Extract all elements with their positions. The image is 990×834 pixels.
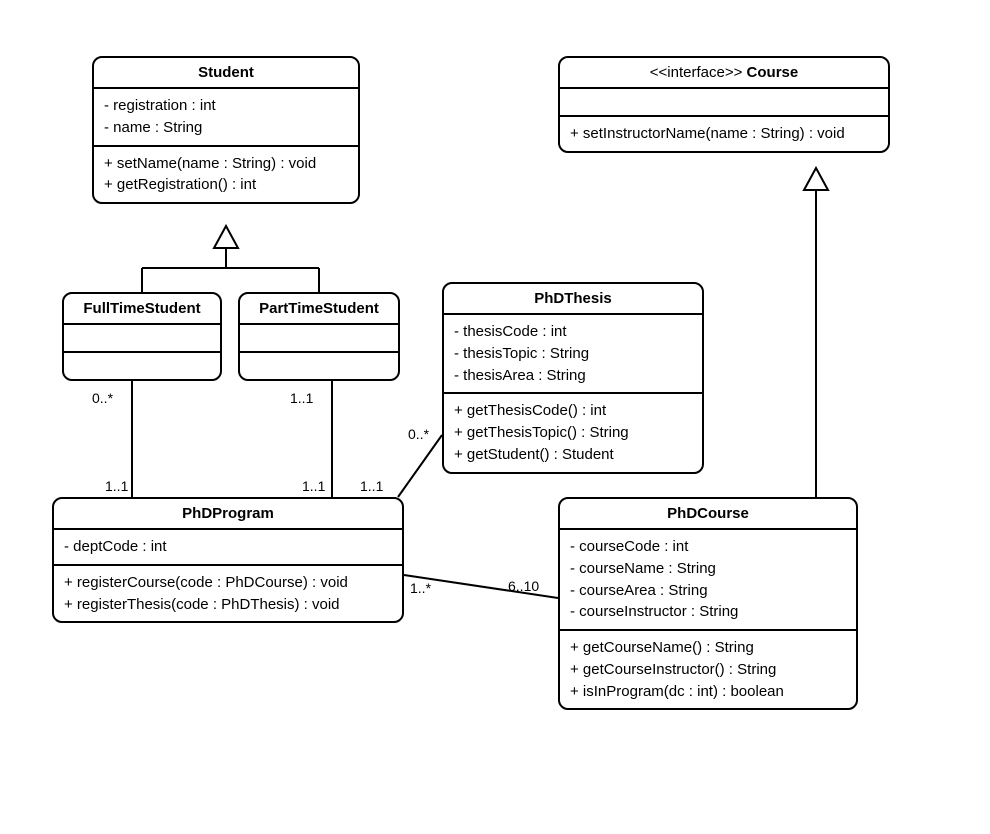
class-phdprogram-name: PhDProgram <box>182 505 274 522</box>
class-fulltimestudent: FullTimeStudent <box>62 292 222 381</box>
class-student-title: Student <box>94 58 358 89</box>
class-fulltime-title: FullTimeStudent <box>64 294 220 325</box>
realize-course-triangle <box>804 168 828 190</box>
op: + isInProgram(dc : int) : boolean <box>570 681 846 703</box>
class-phdcourse-attrs: - courseCode : int - courseName : String… <box>560 530 856 631</box>
attr: - courseCode : int <box>570 536 846 558</box>
op: + getCourseInstructor() : String <box>570 659 846 681</box>
class-student: Student - registration : int - name : St… <box>92 56 360 204</box>
class-phdthesis-attrs: - thesisCode : int - thesisTopic : Strin… <box>444 315 702 394</box>
class-phdcourse-ops: + getCourseName() : String + getCourseIn… <box>560 631 856 708</box>
attr: - courseInstructor : String <box>570 601 846 623</box>
op: + setInstructorName(name : String) : voi… <box>570 123 878 145</box>
class-phdcourse: PhDCourse - courseCode : int - courseNam… <box>558 497 858 710</box>
class-student-name: Student <box>198 64 254 81</box>
class-parttime-attrs <box>240 325 398 353</box>
class-course-name: Course <box>747 64 799 81</box>
mult-pp-pt: 1..1 <box>302 478 325 494</box>
mult-pp-ft: 1..1 <box>105 478 128 494</box>
mult-pp-course: 1..* <box>410 580 431 596</box>
op: + getCourseName() : String <box>570 637 846 659</box>
class-fulltime-ops <box>64 353 220 379</box>
attr: - deptCode : int <box>64 536 392 558</box>
attr: - courseName : String <box>570 558 846 580</box>
class-phdthesis-ops: + getThesisCode() : int + getThesisTopic… <box>444 394 702 471</box>
op: + getRegistration() : int <box>104 174 348 196</box>
class-course-ops: + setInstructorName(name : String) : voi… <box>560 117 888 151</box>
attr: - courseArea : String <box>570 580 846 602</box>
attr: - name : String <box>104 117 348 139</box>
attr: - thesisCode : int <box>454 321 692 343</box>
class-course-title: <<interface>> Course <box>560 58 888 89</box>
class-parttimestudent: PartTimeStudent <box>238 292 400 381</box>
mult-pp-th: 1..1 <box>360 478 383 494</box>
attr: - thesisTopic : String <box>454 343 692 365</box>
attr: - thesisArea : String <box>454 365 692 387</box>
class-course-stereo: <<interface>> <box>650 64 743 81</box>
class-phdprogram-ops: + registerCourse(code : PhDCourse) : voi… <box>54 566 402 622</box>
class-phdthesis-title: PhDThesis <box>444 284 702 315</box>
op: + registerCourse(code : PhDCourse) : voi… <box>64 572 392 594</box>
class-student-attrs: - registration : int - name : String <box>94 89 358 147</box>
class-phdprogram-title: PhDProgram <box>54 499 402 530</box>
mult-fulltime-top: 0..* <box>92 390 113 406</box>
assoc-phdthesis-phdprogram <box>398 435 442 497</box>
mult-course-pp: 6..10 <box>508 578 539 594</box>
mult-thesis-top: 0..* <box>408 426 429 442</box>
class-parttime-title: PartTimeStudent <box>240 294 398 325</box>
class-phdcourse-title: PhDCourse <box>560 499 856 530</box>
class-phdthesis-name: PhDThesis <box>534 290 612 307</box>
class-phdthesis: PhDThesis - thesisCode : int - thesisTop… <box>442 282 704 474</box>
op: + getThesisTopic() : String <box>454 422 692 444</box>
gen-student-triangle <box>214 226 238 248</box>
class-phdprogram: PhDProgram - deptCode : int + registerCo… <box>52 497 404 623</box>
class-fulltime-attrs <box>64 325 220 353</box>
class-phdcourse-name: PhDCourse <box>667 505 749 522</box>
op: + setName(name : String) : void <box>104 153 348 175</box>
class-course: <<interface>> Course + setInstructorName… <box>558 56 890 153</box>
op: + registerThesis(code : PhDThesis) : voi… <box>64 594 392 616</box>
op: + getStudent() : Student <box>454 444 692 466</box>
class-course-attrs <box>560 89 888 117</box>
class-parttime-ops <box>240 353 398 379</box>
attr: - registration : int <box>104 95 348 117</box>
op: + getThesisCode() : int <box>454 400 692 422</box>
class-student-ops: + setName(name : String) : void + getReg… <box>94 147 358 203</box>
class-phdprogram-attrs: - deptCode : int <box>54 530 402 566</box>
class-fulltime-name: FullTimeStudent <box>83 300 200 317</box>
class-parttime-name: PartTimeStudent <box>259 300 379 317</box>
mult-parttime-top: 1..1 <box>290 390 313 406</box>
